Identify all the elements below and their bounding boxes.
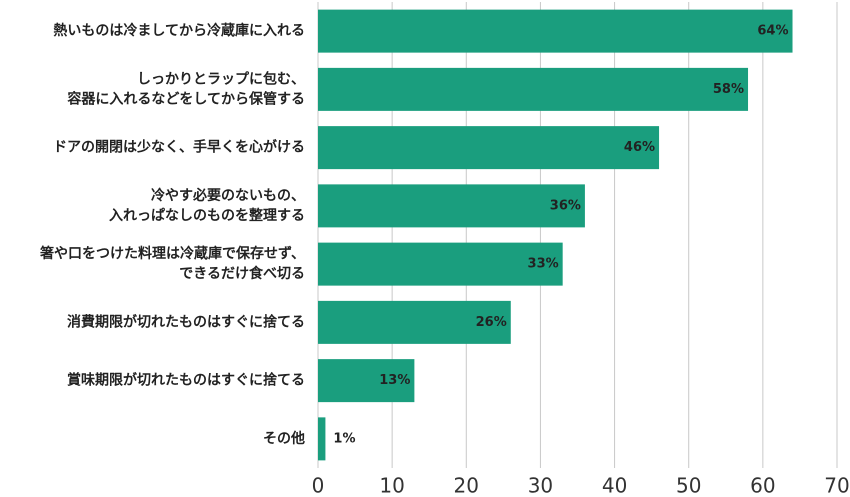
value-label: 26% bbox=[476, 315, 507, 330]
bar bbox=[318, 9, 793, 53]
category-label: 容器に入れるなどをしてから保管する bbox=[66, 90, 305, 107]
category-label: 冷やす必要のないもの、 bbox=[151, 187, 305, 204]
value-label: 33% bbox=[528, 257, 559, 272]
x-tick-label: 10 bbox=[379, 474, 404, 497]
x-tick-label: 70 bbox=[824, 474, 849, 497]
value-label: 1% bbox=[333, 431, 355, 446]
category-label: 箸や口をつけた料理は冷蔵庫で保存せず、 bbox=[40, 245, 305, 262]
x-tick-label: 60 bbox=[750, 474, 775, 497]
bar bbox=[318, 300, 511, 344]
bar bbox=[318, 242, 563, 286]
value-label: 58% bbox=[713, 82, 744, 97]
x-tick-label: 30 bbox=[528, 474, 553, 497]
category-label: しっかりとラップに包む、 bbox=[137, 70, 305, 87]
bar bbox=[318, 184, 585, 228]
value-label: 13% bbox=[379, 373, 410, 388]
x-tick-label: 40 bbox=[602, 474, 627, 497]
category-label: 熱いものは冷ましてから冷蔵庫に入れる bbox=[53, 22, 305, 39]
bar bbox=[318, 126, 660, 170]
value-label: 36% bbox=[550, 198, 581, 213]
value-label: 46% bbox=[624, 140, 655, 155]
category-label: 賞味期限が切れたものはすぐに捨てる bbox=[67, 372, 305, 389]
x-tick-label: 20 bbox=[454, 474, 479, 497]
bar bbox=[318, 359, 415, 403]
bar bbox=[318, 417, 326, 461]
category-label: その他 bbox=[263, 430, 305, 447]
x-tick-label: 50 bbox=[676, 474, 701, 497]
x-tick-label: 0 bbox=[312, 474, 325, 497]
value-label: 64% bbox=[757, 24, 788, 39]
category-label: ドアの開閉は少なく、手早くを心がける bbox=[53, 139, 305, 156]
bar bbox=[318, 67, 749, 111]
category-label: 消費期限が切れたものはすぐに捨てる bbox=[67, 313, 305, 330]
category-label: できるだけ食べ切る bbox=[179, 265, 305, 282]
category-label: 入れっぱなしのものを整理する bbox=[109, 207, 305, 224]
